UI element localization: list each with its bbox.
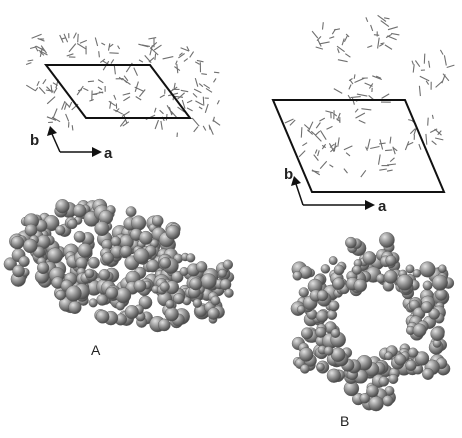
panel-a-axis-a-label: a [104, 145, 113, 162]
panel-a-label: A [91, 342, 101, 358]
panel-b-space-filling-ring [290, 232, 455, 412]
panel-a-unit-cell [43, 64, 193, 119]
panel-b-label: B [340, 413, 349, 429]
panel-a-stick-packing [25, 32, 221, 138]
panel-b-axis-indicator: a b [284, 166, 387, 215]
panel-a-axis-b-label: b [30, 132, 39, 149]
panel-b-ring-cavity [349, 296, 397, 344]
panel-b-axis-b-label: b [284, 166, 293, 183]
panel-a-axis-indicator: a b [30, 126, 113, 162]
panel-b-axis-a-label: a [378, 198, 387, 215]
panel-b-stick-packing [284, 14, 455, 178]
panel-a-space-filling-model [3, 198, 235, 333]
panel-b-unit-cell [271, 99, 446, 193]
